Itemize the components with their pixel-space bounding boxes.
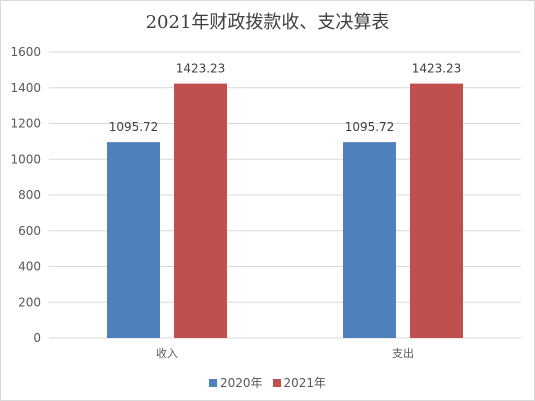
legend-swatch-series-1 xyxy=(272,378,281,387)
legend-swatch-series-0 xyxy=(208,378,217,387)
y-axis-ticks: 0 200 400 600 800 1000 1200 1400 1600 xyxy=(10,45,41,345)
y-tick-label: 1000 xyxy=(10,152,41,166)
legend-item-series-0: 2020年 xyxy=(208,374,263,391)
y-tick-label: 400 xyxy=(18,260,41,274)
bar-2021年-支出 xyxy=(410,83,463,338)
y-tick-label: 1200 xyxy=(10,117,41,131)
bar-2020年-收入 xyxy=(107,142,160,338)
legend-label-series-1: 2021年 xyxy=(283,376,327,390)
y-tick-label: 600 xyxy=(18,224,41,238)
y-tick-label: 800 xyxy=(18,188,41,202)
data-labels: 1095.72 1423.23 1095.72 1423.23 xyxy=(109,62,462,135)
data-label: 1423.23 xyxy=(176,62,226,76)
y-tick-label: 1600 xyxy=(10,45,41,59)
bar-2021年-收入 xyxy=(174,83,227,338)
x-category-label: 支出 xyxy=(392,346,414,360)
legend-label-series-0: 2020年 xyxy=(219,376,263,390)
data-label: 1095.72 xyxy=(109,120,159,134)
legend-item-series-1: 2021年 xyxy=(272,374,327,391)
data-label: 1423.23 xyxy=(412,62,462,76)
legend: 2020年 2021年 xyxy=(1,374,534,391)
y-tick-label: 0 xyxy=(33,331,41,345)
bars xyxy=(107,83,463,338)
y-tick-label: 200 xyxy=(18,295,41,309)
y-tick-label: 1400 xyxy=(10,81,41,95)
x-axis-categories: 收入 支出 xyxy=(156,346,414,360)
x-category-label: 收入 xyxy=(156,346,178,360)
chart-title: 2021年财政拨款收、支决算表 xyxy=(145,12,390,33)
data-label: 1095.72 xyxy=(345,120,395,134)
bar-2020年-支出 xyxy=(343,142,396,338)
